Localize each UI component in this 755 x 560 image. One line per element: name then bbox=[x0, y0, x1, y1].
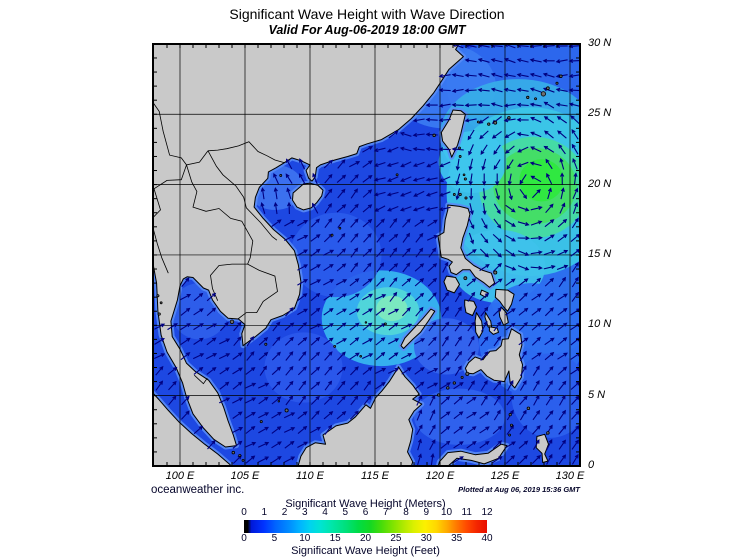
lat-label: 0 bbox=[588, 459, 595, 471]
meters-tick: 1 bbox=[261, 507, 268, 518]
colorbar-feet-label: Significant Wave Height (Feet) bbox=[291, 545, 440, 557]
meters-tick: 10 bbox=[440, 507, 453, 518]
meters-tick: 4 bbox=[322, 507, 328, 518]
feet-tick: 35 bbox=[451, 533, 463, 544]
meters-tick: 9 bbox=[423, 507, 430, 518]
plotted-timestamp: Plotted at Aug 06, 2019 15:36 GMT bbox=[458, 485, 580, 494]
country-borders bbox=[153, 101, 285, 385]
meters-tick: 11 bbox=[461, 507, 472, 518]
lat-label: 15 N bbox=[588, 247, 612, 260]
meters-tick: 7 bbox=[382, 507, 389, 518]
meters-tick: 0 bbox=[241, 507, 247, 518]
title-block: Significant Wave Height with Wave Direct… bbox=[120, 6, 614, 37]
feet-tick: 40 bbox=[481, 533, 493, 544]
feet-tick: 0 bbox=[241, 533, 247, 544]
colorbar-gradient-bar bbox=[244, 520, 487, 533]
lon-label: 105 E bbox=[230, 470, 260, 482]
meters-tick: 8 bbox=[403, 507, 409, 518]
colorbar-meters-label: Significant Wave Height (Meters) bbox=[285, 498, 446, 510]
land-masses bbox=[153, 44, 549, 466]
lat-label: 30 N bbox=[588, 36, 612, 49]
lon-label: 120 E bbox=[425, 470, 455, 482]
meters-tick: 3 bbox=[301, 507, 308, 518]
meters-tick: 12 bbox=[481, 507, 493, 518]
lon-label: 125 E bbox=[490, 470, 520, 482]
feet-tick: 15 bbox=[329, 533, 341, 544]
lat-label: 5 N bbox=[588, 388, 606, 401]
map-inner bbox=[153, 44, 580, 466]
feet-tick: 30 bbox=[420, 533, 432, 544]
feet-tick: 20 bbox=[359, 533, 372, 544]
feet-tick: 10 bbox=[299, 533, 311, 544]
island-specks bbox=[156, 74, 563, 462]
chart-subtitle: Valid For Aug-06-2019 18:00 GMT bbox=[268, 23, 466, 37]
grid-lines bbox=[153, 44, 580, 466]
lon-label: 130 E bbox=[555, 470, 585, 482]
wave-direction-arrows bbox=[153, 44, 580, 466]
lon-label: 115 E bbox=[361, 470, 389, 482]
lat-label: 10 N bbox=[588, 318, 612, 331]
meters-tick: 6 bbox=[362, 507, 369, 518]
credit-text: oceanweather inc. bbox=[151, 484, 245, 496]
feet-tick: 25 bbox=[390, 533, 402, 544]
lon-label: 110 E bbox=[296, 470, 324, 482]
meters-tick: 2 bbox=[281, 507, 288, 518]
lat-label: 25 N bbox=[588, 107, 612, 120]
lon-label: 100 E bbox=[165, 470, 195, 482]
meters-tick: 5 bbox=[342, 507, 349, 518]
feet-tick: 5 bbox=[271, 533, 278, 544]
lat-label: 20 N bbox=[588, 177, 612, 190]
axis-ticks bbox=[153, 44, 580, 466]
chart-title: Significant Wave Height with Wave Direct… bbox=[229, 6, 505, 22]
